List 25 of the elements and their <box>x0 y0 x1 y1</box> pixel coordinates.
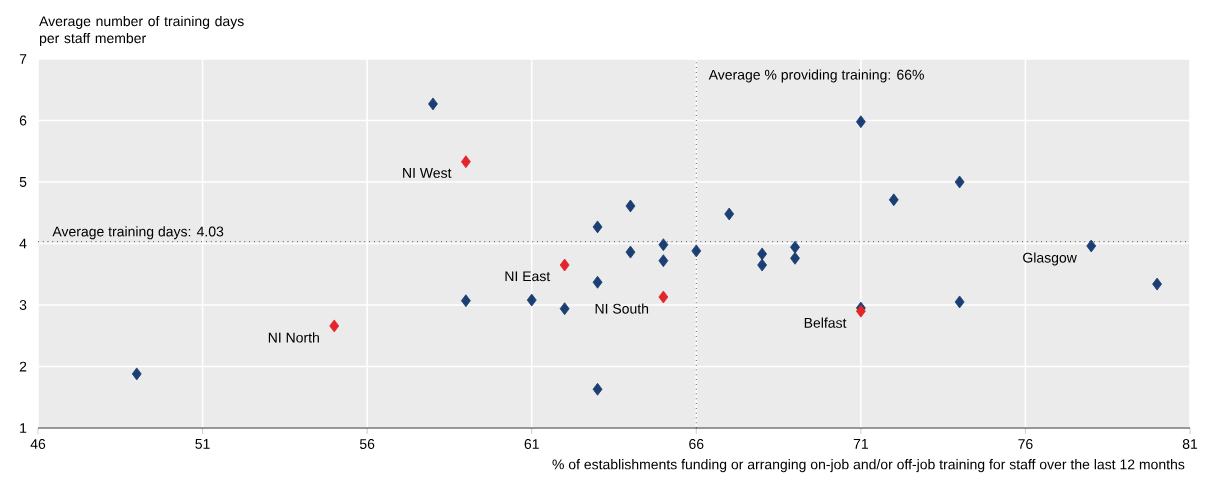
y-tick-label: 4 <box>19 238 27 249</box>
annotation: NI East <box>505 271 551 282</box>
annotation: NI North <box>268 332 319 343</box>
annotation: Glasgow <box>1023 252 1077 266</box>
ref-line-label: Average training days: 4.03 <box>52 226 224 240</box>
x-tick-label: 81 <box>1182 439 1198 449</box>
annotation: NI West <box>403 168 452 178</box>
x-tick-label: 66 <box>689 439 704 449</box>
y-tick-label: 1 <box>20 423 27 433</box>
x-axis-title: % of establishments funding or arranging on-job and/or off-job training for staff over the last 12 months <box>552 459 1185 473</box>
annotation: Belfast <box>804 317 847 328</box>
y-tick-label: 3 <box>19 300 27 310</box>
y-tick-label: 6 <box>19 115 27 126</box>
x-tick-label: 51 <box>195 439 210 449</box>
y-tick-label: 2 <box>19 361 27 372</box>
y-tick-label: 7 <box>19 54 27 64</box>
annotation: NI South <box>595 303 649 314</box>
x-tick-label: 61 <box>524 439 539 449</box>
ref-line-label: Average % providing training: 66% <box>708 69 924 83</box>
y-axis-title: Average number of training days per staff member <box>39 15 244 46</box>
x-tick-label: 76 <box>1018 439 1033 449</box>
x-tick-label: 71 <box>853 439 868 449</box>
y-tick-label: 5 <box>19 177 27 187</box>
x-tick-label: 56 <box>359 439 375 449</box>
x-tick-label: 46 <box>30 439 46 449</box>
